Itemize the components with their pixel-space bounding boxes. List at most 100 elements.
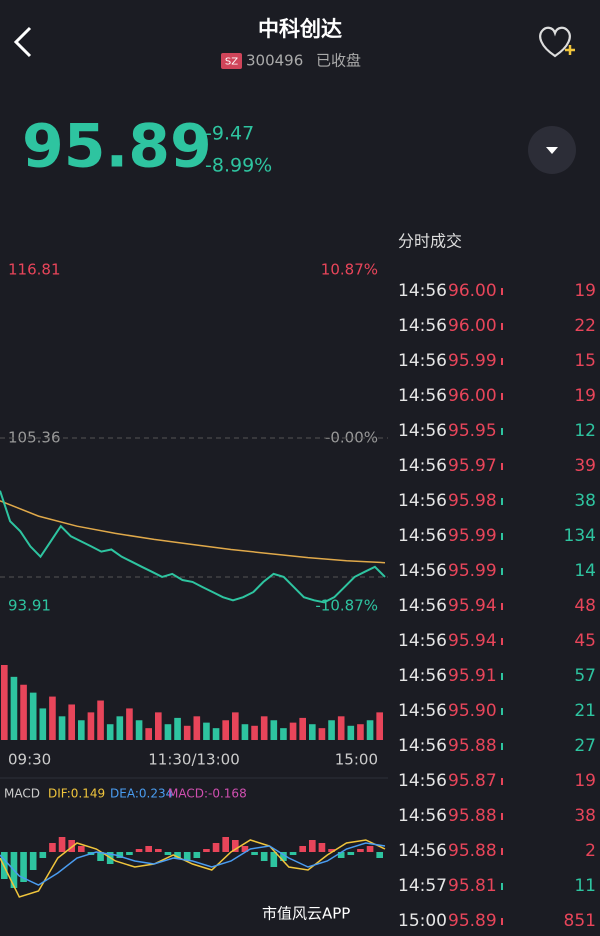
trade-price: 95.89 — [448, 911, 497, 931]
low-price: 93.91 — [8, 597, 51, 615]
x-label: 11:30/13:00 — [148, 751, 240, 769]
volume-bar — [10, 676, 18, 740]
volume-bar — [251, 725, 258, 740]
volume-bar — [289, 722, 297, 740]
macd-bar — [135, 849, 143, 852]
volume-bar — [183, 725, 191, 740]
trade-price: 95.87 — [448, 771, 497, 791]
trade-time: 14:56 — [398, 701, 447, 721]
volume-bar — [203, 722, 210, 740]
macd-bar — [78, 846, 85, 852]
macd-bar — [203, 849, 210, 852]
volume-bar — [309, 724, 316, 740]
trade-time: 14:56 — [398, 526, 447, 546]
trade-volume: 14 — [574, 561, 596, 581]
trade-time: 14:56 — [398, 456, 447, 476]
volume-bar — [318, 728, 326, 740]
market-badge — [221, 53, 242, 69]
trade-price: 95.99 — [448, 526, 497, 546]
volume-bar — [222, 720, 229, 740]
trade-volume: 45 — [574, 631, 596, 651]
trade-time: 14:56 — [398, 736, 447, 756]
trade-time: 14:56 — [398, 386, 447, 406]
trade-time: 14:56 — [398, 561, 447, 581]
macd-bar — [97, 852, 104, 861]
macd-bar — [376, 852, 383, 858]
volume-bar — [193, 716, 201, 740]
trade-price: 96.00 — [448, 281, 497, 301]
trade-time: 14:56 — [398, 841, 447, 861]
macd-label: MACD — [4, 787, 40, 801]
trade-volume: 38 — [574, 491, 596, 511]
high-pct: 10.87% — [321, 261, 378, 279]
stock-code: 300496 — [246, 52, 303, 70]
macd-bar — [58, 837, 66, 852]
trade-price: 95.88 — [448, 841, 497, 861]
macd-bar — [164, 852, 172, 855]
volume-bar — [376, 712, 383, 740]
macd-bar — [39, 852, 47, 858]
volume-bar — [328, 720, 335, 740]
macd-value-label: MACD:-0.168 — [168, 787, 247, 801]
trade-price: 95.90 — [448, 701, 497, 721]
last-price: 95.89 — [22, 112, 212, 182]
macd-bar — [68, 840, 75, 852]
trade-volume: 48 — [574, 596, 596, 616]
volume-bar — [135, 720, 143, 740]
macd-bar — [318, 843, 326, 852]
volume-bar — [29, 692, 37, 740]
dif-line — [0, 839, 386, 898]
volume-bar — [58, 716, 66, 740]
volume-bar — [232, 712, 239, 740]
trade-time: 14:56 — [398, 351, 447, 371]
trade-time: 15:00 — [398, 911, 447, 931]
trade-price: 95.94 — [448, 596, 497, 616]
volume-bar — [366, 720, 374, 740]
trade-time: 14:56 — [398, 491, 447, 511]
favorite-button[interactable] — [539, 26, 575, 58]
macd-bar — [212, 843, 220, 852]
trade-volume: 12 — [574, 421, 596, 441]
trade-volume: 134 — [564, 526, 596, 546]
macd-bar — [174, 852, 181, 858]
market-status: 已收盘 — [316, 52, 361, 70]
trade-price: 95.98 — [448, 491, 497, 511]
dropdown-button[interactable] — [528, 126, 576, 174]
dea-label: DEA:0.234 — [110, 787, 173, 801]
price-change-pct: -8.99% — [205, 155, 272, 177]
avg-line — [0, 500, 386, 564]
trade-volume: 851 — [564, 911, 596, 931]
price-line — [0, 490, 386, 604]
trade-volume: 11 — [574, 876, 596, 896]
macd-bar — [280, 852, 287, 861]
volume-bar — [155, 712, 162, 740]
trade-price: 95.81 — [448, 876, 497, 896]
trade-price: 95.95 — [448, 421, 497, 441]
back-button[interactable] — [13, 26, 32, 58]
volume-bar — [260, 716, 268, 740]
volume-bar — [241, 724, 249, 740]
price-change: -9.47 — [205, 123, 254, 145]
macd-bar — [328, 849, 335, 852]
macd-bar — [251, 852, 258, 855]
trade-price: 96.00 — [448, 316, 497, 336]
heart-icon — [539, 26, 571, 58]
trade-price: 95.94 — [448, 631, 497, 651]
dif-label: DIF:0.149 — [48, 787, 105, 801]
macd-bar — [29, 852, 37, 870]
trade-time: 14:56 — [398, 771, 447, 791]
volume-bar — [97, 700, 104, 740]
trade-volume: 39 — [574, 456, 596, 476]
volume-bar — [145, 728, 152, 740]
macd-bar — [299, 846, 306, 852]
volume-bar — [20, 684, 27, 740]
volume-bar — [299, 717, 306, 740]
volume-bar — [357, 724, 364, 740]
trade-time: 14:57 — [398, 876, 447, 896]
trades-title: 分时成交 — [398, 232, 462, 251]
macd-bar — [116, 852, 124, 858]
volume-bar — [39, 708, 47, 740]
trade-time: 14:56 — [398, 666, 447, 686]
